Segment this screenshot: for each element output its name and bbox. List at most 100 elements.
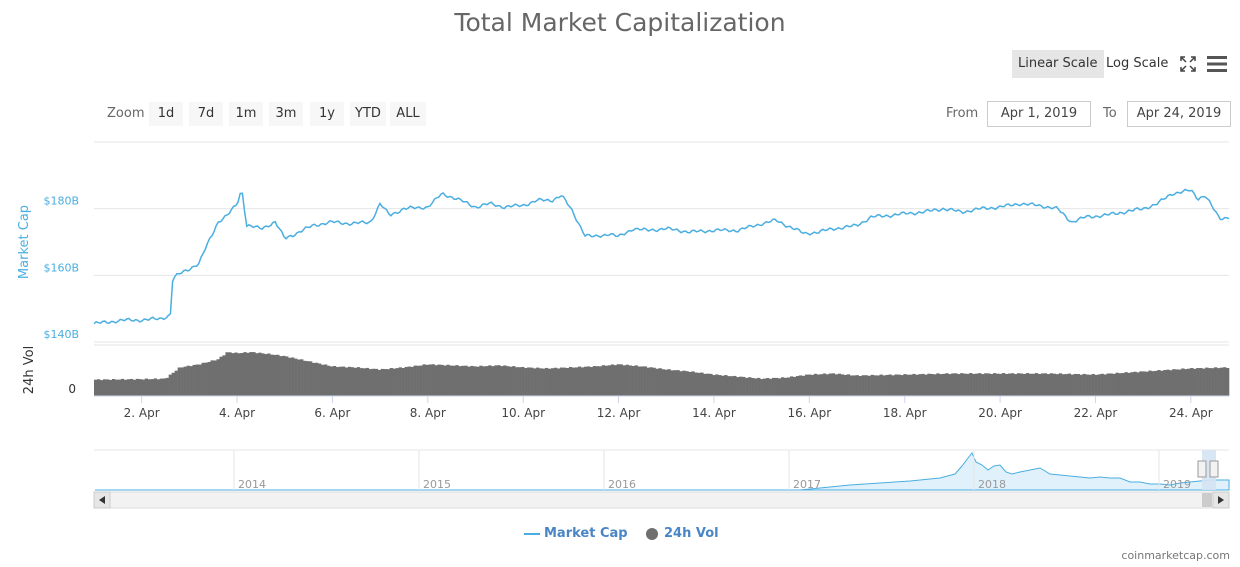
to-date-input[interactable]: Apr 24, 2019 [1127, 101, 1231, 127]
volume-bar [108, 379, 113, 396]
volume-bar [297, 359, 301, 396]
zoom-label: Zoom [107, 106, 145, 121]
volume-bar [625, 364, 629, 396]
volume-bar [485, 366, 489, 396]
volume-bar [876, 375, 880, 396]
volume-bar [978, 373, 982, 396]
volume-bar [332, 366, 337, 396]
volume-bar [329, 366, 334, 396]
from-date-input[interactable]: Apr 1, 2019 [987, 101, 1091, 127]
scroll-left-button[interactable] [93, 491, 111, 509]
volume-bar [763, 378, 767, 396]
navigator-selection[interactable] [1202, 450, 1216, 490]
volume-bar [228, 352, 232, 396]
scroll-right-button[interactable] [1212, 491, 1230, 509]
volume-bar [939, 374, 943, 396]
scrollbar-thumb[interactable] [1202, 493, 1212, 507]
volume-bar [282, 355, 286, 396]
volume-bar [960, 373, 964, 396]
volume-bar [270, 354, 274, 396]
fullscreen-icon[interactable] [1180, 56, 1196, 76]
volume-bar [371, 368, 376, 396]
volume-bar [1002, 373, 1006, 396]
volume-bar [984, 373, 988, 396]
volume-bar [891, 375, 895, 396]
volume-bar [757, 377, 761, 396]
zoom-ytd-button[interactable]: YTD [350, 102, 386, 126]
volume-bar [395, 368, 399, 396]
volume-bar [676, 370, 680, 396]
volume-bar [1109, 373, 1113, 396]
volume-bar [706, 373, 710, 396]
navigator[interactable]: 2014 2015 2016 2017 2018 2019 [93, 449, 1230, 509]
navigator-left-handle[interactable] [1197, 460, 1207, 478]
navigator-right-handle[interactable] [1209, 460, 1219, 478]
volume-bar [1055, 374, 1060, 396]
zoom-1m-button[interactable]: 1m [229, 102, 263, 126]
volume-bar [401, 368, 405, 396]
volume-bar [105, 379, 110, 396]
volume-bar [745, 377, 749, 396]
volume-bar [338, 366, 343, 396]
menu-icon[interactable] [1207, 55, 1227, 77]
zoom-all-button[interactable]: ALL [390, 102, 426, 126]
volume-bar [1193, 368, 1197, 396]
volume-bar [870, 374, 874, 396]
volume-bar [981, 374, 985, 396]
volume-bar [1157, 370, 1161, 396]
volume-bar [102, 379, 107, 396]
volume-bar [303, 360, 307, 396]
log-scale-button[interactable]: Log Scale [1106, 56, 1169, 71]
volume-bar [392, 368, 396, 396]
x-tick-label: 2. Apr [124, 406, 160, 420]
volume-bar [518, 367, 522, 396]
volume-bar [479, 365, 483, 396]
volume-bar [646, 367, 650, 396]
volume-bar [458, 366, 462, 396]
volume-bar [556, 368, 561, 396]
navigator-scrollbar[interactable] [93, 491, 1230, 509]
volume-bar [210, 360, 214, 396]
volume-bar [255, 353, 259, 396]
volume-bar [476, 366, 480, 396]
volume-bar [1154, 370, 1158, 396]
volume-bar [1058, 373, 1063, 396]
volume-bar [936, 373, 940, 396]
volume-bar [186, 365, 190, 396]
volume-bar [700, 372, 704, 396]
x-tick-label: 12. Apr [597, 406, 641, 420]
volume-bar [548, 368, 552, 396]
zoom-3m-button[interactable]: 3m [269, 102, 303, 126]
volume-bar [1004, 373, 1009, 396]
volume-bar [1169, 370, 1173, 396]
legend-market-cap[interactable]: Market Cap [524, 526, 628, 541]
volume-bar [443, 365, 447, 396]
volume-bar [440, 364, 444, 396]
volume-bar [344, 367, 349, 396]
zoom-7d-button[interactable]: 7d [189, 102, 223, 126]
volume-bar [703, 373, 707, 396]
volume-bar [470, 365, 474, 396]
volume-bar [801, 375, 806, 396]
credit-link[interactable]: coinmarketcap.com [1121, 549, 1230, 562]
volume-bar [1112, 373, 1116, 396]
volume-bar [201, 362, 205, 396]
volume-bar [739, 376, 743, 396]
legend-24h-vol[interactable]: 24h Vol [646, 526, 719, 541]
volume-bar [846, 374, 850, 396]
volume-bar [1010, 373, 1015, 396]
volume-bar [664, 369, 668, 396]
volume-bar [431, 364, 435, 396]
volume-bar [530, 367, 534, 396]
volume-bar [1190, 368, 1194, 396]
linear-scale-button[interactable]: Linear Scale [1012, 50, 1104, 78]
volume-bar [374, 368, 379, 396]
volume-bar [153, 378, 158, 396]
volume-bar [419, 365, 423, 396]
volume-bar [972, 373, 976, 396]
volume-bar [536, 367, 540, 396]
volume-bar [963, 373, 967, 396]
volume-bar [356, 367, 361, 396]
zoom-1d-button[interactable]: 1d [149, 102, 183, 126]
zoom-1y-button[interactable]: 1y [310, 102, 344, 126]
